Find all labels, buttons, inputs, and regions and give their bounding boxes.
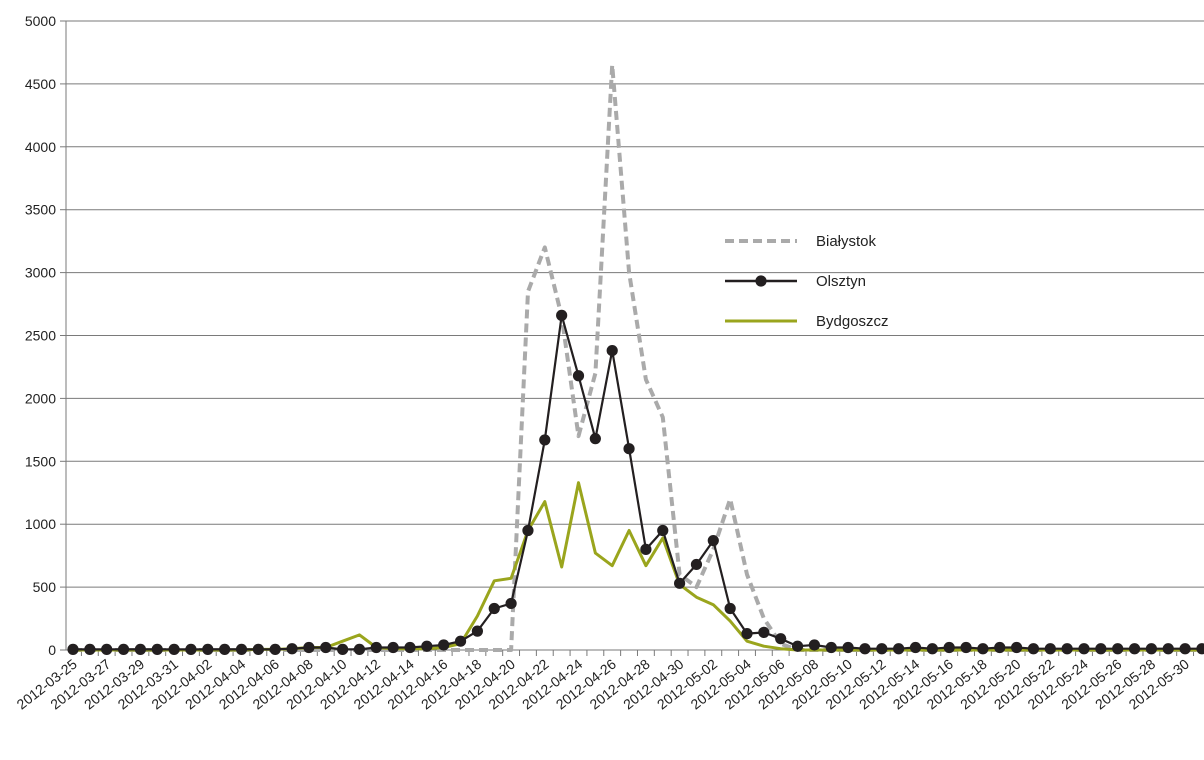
data-point-olsztyn xyxy=(741,628,753,640)
data-point-olsztyn xyxy=(825,641,837,654)
data-point-olsztyn xyxy=(488,602,500,615)
data-point-olsztyn xyxy=(943,641,955,654)
series-line-olsztyn xyxy=(73,314,1202,651)
data-point-olsztyn xyxy=(893,643,905,655)
data-point-olsztyn xyxy=(994,641,1006,654)
y-axis-tick-labels: 0 500 1000 1500 2000 2500 3000 3500 4000 4500 5000 xyxy=(25,13,56,658)
data-point-olsztyn xyxy=(134,643,146,655)
data-point-olsztyn xyxy=(775,633,787,645)
data-point-olsztyn xyxy=(556,309,568,321)
data-point-olsztyn xyxy=(1095,643,1107,655)
data-point-olsztyn xyxy=(337,643,349,655)
data-point-olsztyn xyxy=(1179,643,1191,655)
data-point-olsztyn xyxy=(235,643,248,655)
y-tick-label-500: 500 xyxy=(33,579,57,595)
legend-label-bia-ystok: Białystok xyxy=(816,233,877,250)
data-point-olsztyn xyxy=(909,641,922,654)
data-point-olsztyn xyxy=(269,643,281,655)
data-point-olsztyn xyxy=(707,534,719,547)
data-point-olsztyn xyxy=(438,639,450,651)
data-point-olsztyn xyxy=(1078,643,1090,655)
axes xyxy=(65,21,1195,656)
data-point-olsztyn xyxy=(724,602,736,615)
data-point-olsztyn xyxy=(185,643,197,655)
data-point-olsztyn xyxy=(1027,643,1040,655)
gridlines xyxy=(60,20,1204,651)
legend-label-bydgoszcz: Bydgoszcz xyxy=(816,313,889,330)
data-point-olsztyn xyxy=(876,643,888,655)
series-lines xyxy=(67,63,1204,655)
legend: Białystok Olsztyn Bydgoszcz xyxy=(725,233,889,330)
data-point-olsztyn xyxy=(623,443,635,455)
data-point-olsztyn xyxy=(421,640,433,652)
series-line-bia-ystok xyxy=(73,63,1202,652)
data-point-olsztyn xyxy=(589,433,601,445)
y-tick-label-1000: 1000 xyxy=(25,516,56,532)
data-point-olsztyn xyxy=(1145,643,1157,655)
y-tick-label-2000: 2000 xyxy=(25,390,56,406)
data-point-olsztyn xyxy=(404,641,416,654)
y-tick-label-4500: 4500 xyxy=(25,76,56,92)
data-point-olsztyn xyxy=(353,643,366,655)
data-point-olsztyn xyxy=(926,643,938,655)
data-point-olsztyn xyxy=(1162,643,1174,655)
data-point-olsztyn xyxy=(606,344,618,357)
data-point-olsztyn xyxy=(977,643,989,655)
data-point-olsztyn xyxy=(960,641,972,654)
data-point-olsztyn xyxy=(84,643,96,655)
data-point-olsztyn xyxy=(320,641,332,654)
data-point-olsztyn xyxy=(1112,643,1124,655)
data-point-olsztyn xyxy=(690,558,703,571)
data-point-olsztyn xyxy=(1044,643,1056,655)
data-point-olsztyn xyxy=(219,643,231,655)
data-point-olsztyn xyxy=(1061,643,1073,655)
y-tick-label-1500: 1500 xyxy=(25,453,56,469)
y-tick-label-5000: 5000 xyxy=(25,13,56,29)
data-point-olsztyn xyxy=(101,643,113,655)
x-axis-tick-labels: 2012-03-252012-03-272012-03-292012-03-31… xyxy=(14,656,1193,713)
data-point-olsztyn xyxy=(1128,643,1141,655)
data-point-olsztyn xyxy=(387,641,399,654)
data-point-olsztyn xyxy=(454,635,467,647)
data-point-olsztyn xyxy=(539,434,551,446)
data-point-olsztyn xyxy=(640,543,652,555)
data-point-olsztyn xyxy=(1196,643,1204,655)
data-point-olsztyn xyxy=(202,643,214,655)
data-point-olsztyn xyxy=(572,370,585,382)
data-point-olsztyn xyxy=(674,577,686,589)
data-point-olsztyn xyxy=(370,641,382,654)
data-point-olsztyn xyxy=(303,641,315,654)
data-point-olsztyn xyxy=(286,643,298,655)
legend-label-olsztyn: Olsztyn xyxy=(816,273,866,290)
data-point-olsztyn xyxy=(117,643,130,655)
data-point-olsztyn xyxy=(842,641,854,654)
y-tick-label-3500: 3500 xyxy=(25,202,56,218)
data-point-olsztyn xyxy=(859,643,871,655)
y-tick-label-3000: 3000 xyxy=(25,265,56,281)
y-tick-label-2500: 2500 xyxy=(25,328,56,344)
data-point-olsztyn xyxy=(522,524,534,537)
data-point-olsztyn xyxy=(657,524,669,537)
data-point-olsztyn xyxy=(808,639,821,651)
data-point-olsztyn xyxy=(1011,641,1023,654)
data-point-olsztyn xyxy=(67,643,79,655)
y-tick-label-0: 0 xyxy=(48,642,56,658)
legend-marker-olsztyn xyxy=(755,275,767,287)
y-tick-label-4000: 4000 xyxy=(25,139,56,155)
data-point-olsztyn xyxy=(151,643,163,655)
series-line-bydgoszcz xyxy=(73,481,1202,652)
data-point-olsztyn xyxy=(252,643,264,655)
data-point-olsztyn xyxy=(791,640,804,652)
data-point-olsztyn xyxy=(758,626,770,638)
data-point-olsztyn xyxy=(505,597,517,610)
data-point-olsztyn xyxy=(471,625,483,637)
data-point-olsztyn xyxy=(168,643,180,655)
